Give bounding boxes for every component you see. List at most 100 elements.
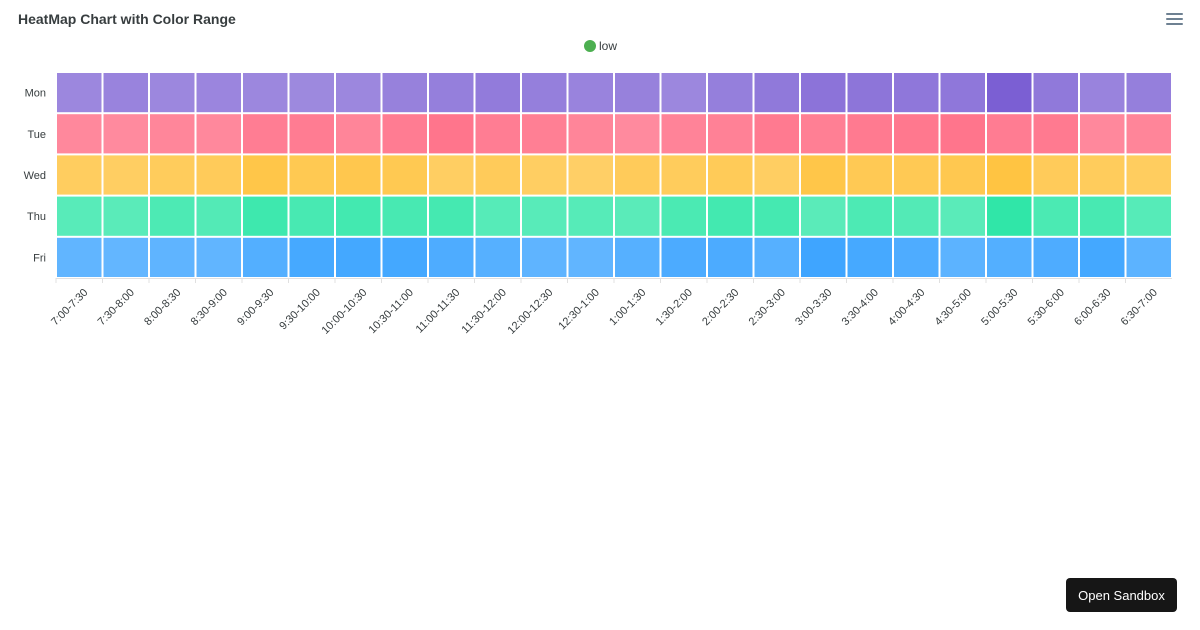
heatmap-cell-thu-8[interactable] <box>429 196 474 236</box>
heatmap-cell-tue-2[interactable] <box>150 114 195 154</box>
heatmap-cell-mon-13[interactable] <box>661 73 707 113</box>
heatmap-cell-wed-11[interactable] <box>568 155 614 195</box>
open-sandbox-button[interactable]: Open Sandbox <box>1066 578 1177 612</box>
heatmap-cell-wed-6[interactable] <box>336 155 381 195</box>
heatmap-cell-tue-23[interactable] <box>1126 114 1172 154</box>
heatmap-cell-thu-20[interactable] <box>987 196 1032 236</box>
heatmap-cell-wed-18[interactable] <box>894 155 939 195</box>
heatmap-cell-thu-17[interactable] <box>847 196 893 236</box>
heatmap-cell-thu-7[interactable] <box>382 196 428 236</box>
heatmap-cell-fri-9[interactable] <box>475 237 521 277</box>
heatmap-cell-fri-13[interactable] <box>661 237 707 277</box>
heatmap-cell-thu-16[interactable] <box>801 196 846 236</box>
heatmap-cell-thu-14[interactable] <box>708 196 753 236</box>
heatmap-cell-fri-7[interactable] <box>382 237 428 277</box>
heatmap-cell-mon-21[interactable] <box>1033 73 1079 113</box>
heatmap-cell-fri-2[interactable] <box>150 237 195 277</box>
heatmap-cell-mon-0[interactable] <box>57 73 102 113</box>
heatmap-cell-tue-1[interactable] <box>103 114 149 154</box>
heatmap-cell-fri-15[interactable] <box>754 237 800 277</box>
heatmap-cell-tue-10[interactable] <box>522 114 567 154</box>
heatmap-cell-fri-21[interactable] <box>1033 237 1079 277</box>
heatmap-cell-thu-0[interactable] <box>57 196 102 236</box>
heatmap-cell-tue-14[interactable] <box>708 114 753 154</box>
heatmap-cell-mon-15[interactable] <box>754 73 800 113</box>
heatmap-cell-thu-22[interactable] <box>1080 196 1125 236</box>
heatmap-cell-wed-5[interactable] <box>289 155 335 195</box>
heatmap-cell-fri-11[interactable] <box>568 237 614 277</box>
heatmap-cell-mon-1[interactable] <box>103 73 149 113</box>
heatmap-cell-mon-11[interactable] <box>568 73 614 113</box>
heatmap-cell-fri-3[interactable] <box>196 237 242 277</box>
heatmap-cell-mon-12[interactable] <box>615 73 660 113</box>
heatmap-cell-tue-21[interactable] <box>1033 114 1079 154</box>
heatmap-cell-tue-20[interactable] <box>987 114 1032 154</box>
heatmap-cell-fri-23[interactable] <box>1126 237 1172 277</box>
heatmap-cell-mon-4[interactable] <box>243 73 288 113</box>
heatmap-cell-wed-12[interactable] <box>615 155 660 195</box>
heatmap-cell-wed-17[interactable] <box>847 155 893 195</box>
heatmap-cell-mon-16[interactable] <box>801 73 846 113</box>
heatmap-cell-thu-2[interactable] <box>150 196 195 236</box>
legend-item-low[interactable]: low <box>584 39 617 53</box>
heatmap-cell-fri-20[interactable] <box>987 237 1032 277</box>
heatmap-cell-thu-12[interactable] <box>615 196 660 236</box>
heatmap-cell-tue-3[interactable] <box>196 114 242 154</box>
heatmap-cell-mon-17[interactable] <box>847 73 893 113</box>
heatmap-cell-wed-7[interactable] <box>382 155 428 195</box>
heatmap-cell-tue-18[interactable] <box>894 114 939 154</box>
heatmap-cell-wed-4[interactable] <box>243 155 288 195</box>
heatmap-cell-mon-5[interactable] <box>289 73 335 113</box>
heatmap-cell-tue-4[interactable] <box>243 114 288 154</box>
heatmap-cell-wed-14[interactable] <box>708 155 753 195</box>
heatmap-cell-fri-1[interactable] <box>103 237 149 277</box>
heatmap-cell-tue-19[interactable] <box>940 114 986 154</box>
heatmap-cell-mon-23[interactable] <box>1126 73 1172 113</box>
hamburger-menu-icon[interactable] <box>1166 13 1183 27</box>
heatmap-cell-tue-16[interactable] <box>801 114 846 154</box>
heatmap-cell-wed-13[interactable] <box>661 155 707 195</box>
heatmap-cell-mon-2[interactable] <box>150 73 195 113</box>
heatmap-cell-tue-8[interactable] <box>429 114 474 154</box>
heatmap-cell-tue-9[interactable] <box>475 114 521 154</box>
heatmap-cell-wed-0[interactable] <box>57 155 102 195</box>
heatmap-cell-tue-12[interactable] <box>615 114 660 154</box>
heatmap-cell-thu-23[interactable] <box>1126 196 1172 236</box>
heatmap-cell-thu-11[interactable] <box>568 196 614 236</box>
heatmap-cell-tue-11[interactable] <box>568 114 614 154</box>
heatmap-cell-mon-9[interactable] <box>475 73 521 113</box>
heatmap-cell-wed-1[interactable] <box>103 155 149 195</box>
heatmap-cell-wed-8[interactable] <box>429 155 474 195</box>
heatmap-cell-fri-6[interactable] <box>336 237 381 277</box>
heatmap-cell-thu-5[interactable] <box>289 196 335 236</box>
heatmap-cell-thu-21[interactable] <box>1033 196 1079 236</box>
heatmap-cell-tue-17[interactable] <box>847 114 893 154</box>
heatmap-cell-fri-22[interactable] <box>1080 237 1125 277</box>
heatmap-cell-tue-7[interactable] <box>382 114 428 154</box>
heatmap-cell-wed-2[interactable] <box>150 155 195 195</box>
heatmap-cell-wed-20[interactable] <box>987 155 1032 195</box>
heatmap-cell-fri-12[interactable] <box>615 237 660 277</box>
heatmap-cell-mon-14[interactable] <box>708 73 753 113</box>
heatmap-cell-tue-0[interactable] <box>57 114 102 154</box>
heatmap-cell-fri-10[interactable] <box>522 237 567 277</box>
heatmap-cell-mon-10[interactable] <box>522 73 567 113</box>
heatmap-cell-wed-19[interactable] <box>940 155 986 195</box>
heatmap-cell-tue-22[interactable] <box>1080 114 1125 154</box>
heatmap-cell-mon-7[interactable] <box>382 73 428 113</box>
heatmap-cell-fri-0[interactable] <box>57 237 102 277</box>
heatmap-cell-fri-17[interactable] <box>847 237 893 277</box>
heatmap-cell-thu-6[interactable] <box>336 196 381 236</box>
heatmap-cell-mon-3[interactable] <box>196 73 242 113</box>
heatmap-cell-fri-19[interactable] <box>940 237 986 277</box>
heatmap-cell-thu-4[interactable] <box>243 196 288 236</box>
heatmap-cell-thu-9[interactable] <box>475 196 521 236</box>
heatmap-cell-thu-3[interactable] <box>196 196 242 236</box>
heatmap-cell-wed-23[interactable] <box>1126 155 1172 195</box>
heatmap-cell-mon-20[interactable] <box>987 73 1032 113</box>
heatmap-cell-mon-22[interactable] <box>1080 73 1125 113</box>
heatmap-cell-mon-6[interactable] <box>336 73 381 113</box>
heatmap-cell-fri-8[interactable] <box>429 237 474 277</box>
heatmap-cell-thu-13[interactable] <box>661 196 707 236</box>
heatmap-cell-wed-10[interactable] <box>522 155 567 195</box>
